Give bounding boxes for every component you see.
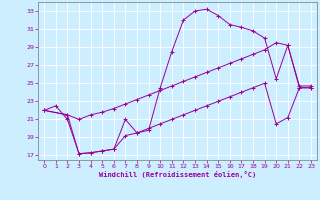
X-axis label: Windchill (Refroidissement éolien,°C): Windchill (Refroidissement éolien,°C) [99,171,256,178]
